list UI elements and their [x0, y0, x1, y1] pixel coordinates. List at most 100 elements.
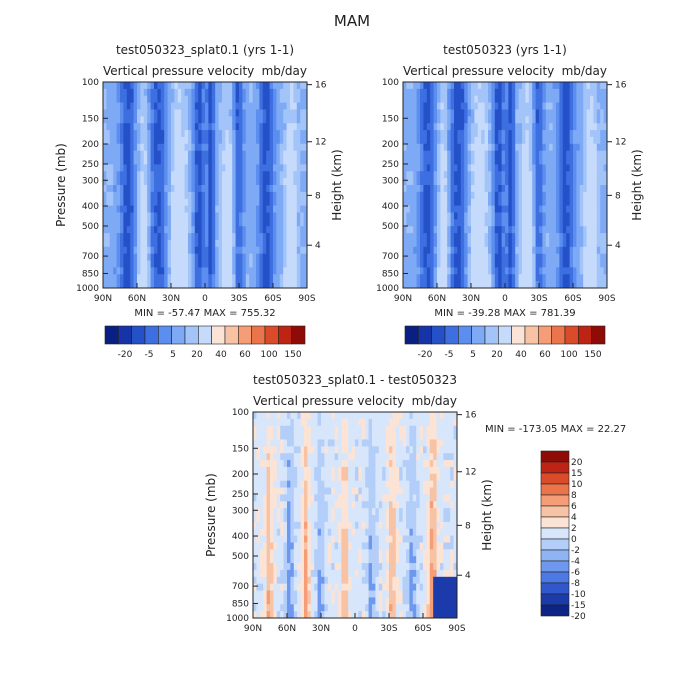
heatmap-cell	[409, 102, 414, 110]
colorbar-swatch	[471, 325, 486, 345]
heatmap-cell	[225, 212, 230, 220]
heatmap-cell	[181, 281, 186, 289]
heatmap-cell	[296, 185, 301, 193]
heatmap-cell	[491, 281, 496, 289]
heatmap-cell	[440, 239, 445, 248]
heatmap-cell	[215, 219, 220, 227]
heatmap-cell	[273, 219, 277, 227]
heatmap-cell	[569, 191, 574, 200]
heatmap-cell	[447, 164, 452, 172]
heatmap-cell	[327, 597, 332, 605]
heatmap-cell	[440, 281, 445, 289]
heatmap-cell	[545, 130, 550, 138]
heatmap-cell	[491, 205, 496, 213]
heatmap-cell	[218, 123, 223, 131]
heatmap-cell	[140, 171, 145, 179]
heatmap-cell	[109, 226, 114, 234]
heatmap-cell	[253, 604, 257, 612]
heatmap-cell	[279, 205, 284, 213]
heatmap-cell	[409, 239, 414, 248]
heatmap-cell	[593, 109, 598, 117]
heatmap-cell	[576, 198, 581, 207]
heatmap-cell	[290, 412, 295, 420]
heatmap-cell	[218, 143, 223, 152]
heatmap-cell	[416, 130, 421, 138]
heatmap-cell	[420, 198, 424, 207]
heatmap-cell	[201, 219, 206, 227]
heatmap-cell	[205, 198, 209, 207]
heatmap-cell	[355, 460, 359, 468]
heatmap-cell	[269, 116, 274, 124]
heatmap-cell	[279, 267, 284, 275]
heatmap-cell	[120, 157, 124, 165]
heatmap-cell	[266, 412, 271, 420]
heatmap-cell	[471, 253, 475, 262]
heatmap-cell	[133, 205, 138, 213]
heatmap-cell	[372, 460, 376, 468]
heatmap-cell	[481, 274, 486, 282]
heatmap-cell	[338, 460, 342, 468]
heatmap-cell	[174, 239, 179, 248]
heatmap-cell	[269, 95, 274, 104]
heatmap-cell	[198, 82, 203, 90]
heatmap-cell	[300, 150, 305, 159]
heatmap-cell	[566, 205, 571, 213]
heatmap-cell	[579, 267, 584, 275]
heatmap-cell	[498, 116, 503, 124]
heatmap-cell	[280, 494, 285, 502]
heatmap-cell	[528, 233, 533, 241]
heatmap-cell	[222, 212, 226, 220]
heatmap-cell	[324, 563, 329, 571]
heatmap-cell	[505, 150, 509, 159]
heatmap-cell	[109, 88, 114, 97]
heatmap-cell	[583, 116, 588, 124]
colorbar-label: 20	[191, 350, 203, 360]
heatmap-cell	[566, 171, 571, 179]
heatmap-cell	[222, 82, 226, 90]
heatmap-cell	[443, 185, 448, 193]
heatmap-cell	[334, 549, 339, 557]
heatmap-cell	[177, 95, 182, 104]
right-tick-label: 4	[315, 241, 321, 251]
heatmap-cell	[293, 425, 298, 434]
heatmap-cell	[457, 191, 462, 200]
heatmap-cell	[477, 191, 482, 200]
heatmap-cell	[133, 246, 138, 255]
heatmap-cell	[270, 501, 274, 509]
heatmap-cell	[113, 123, 118, 131]
heatmap-cell	[116, 116, 121, 124]
heatmap-cell	[518, 136, 523, 145]
heatmap-cell	[266, 563, 271, 571]
heatmap-cell	[174, 178, 179, 186]
heatmap-cell	[494, 178, 499, 186]
heatmap-cell	[126, 185, 131, 193]
heatmap-cell	[296, 150, 301, 159]
heatmap-cell	[358, 425, 363, 434]
heatmap-cell	[109, 109, 114, 117]
heatmap-cell	[433, 123, 438, 131]
heatmap-cell	[389, 535, 393, 543]
heatmap-cell	[293, 157, 298, 165]
heatmap-cell	[266, 583, 271, 592]
heatmap-cell	[569, 171, 574, 179]
heatmap-cell	[474, 219, 479, 227]
heatmap-cell	[116, 239, 121, 248]
heatmap-cell	[239, 88, 243, 97]
heatmap-cell	[293, 501, 298, 509]
heatmap-cell	[290, 239, 294, 248]
heatmap-cell	[259, 136, 264, 145]
heatmap-cell	[198, 102, 203, 110]
heatmap-cell	[351, 501, 356, 509]
heatmap-cell	[225, 219, 230, 227]
heatmap-cell	[232, 136, 237, 145]
heatmap-cell	[120, 178, 124, 186]
heatmap-cell	[164, 109, 169, 117]
heatmap-cell	[413, 95, 418, 104]
heatmap-cell	[545, 267, 550, 275]
heatmap-cell	[596, 150, 601, 159]
heatmap-cell	[211, 198, 216, 207]
heatmap-cell	[296, 281, 301, 289]
heatmap-cell	[433, 198, 438, 207]
heatmap-cell	[576, 233, 581, 241]
heatmap-cell	[164, 150, 169, 159]
